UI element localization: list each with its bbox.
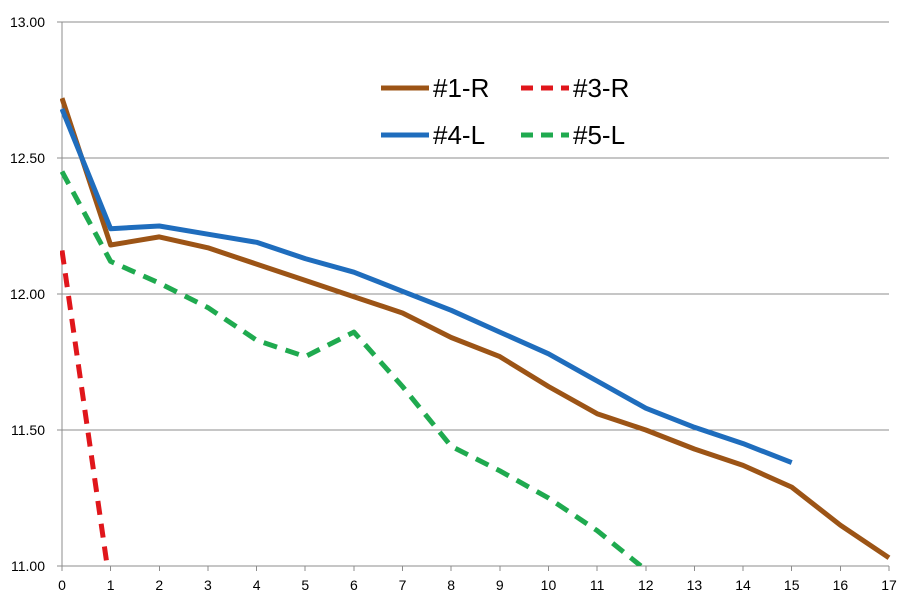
y-tick-label: 12.00 (10, 286, 45, 302)
x-tick-label: 13 (687, 577, 703, 593)
legend-label: #3-R (573, 73, 629, 103)
x-tick-label: 1 (107, 577, 115, 593)
y-tick-label: 13.00 (10, 14, 45, 30)
x-tick-label: 15 (784, 577, 800, 593)
y-tick-label: 11.00 (11, 558, 45, 574)
x-tick-label: 0 (58, 577, 66, 593)
x-tick-label: 4 (253, 577, 261, 593)
x-tick-label: 16 (833, 577, 849, 593)
x-tick-label: 9 (496, 577, 504, 593)
x-tick-label: 11 (590, 577, 605, 593)
x-tick-label: 14 (735, 577, 751, 593)
series-line-1-r (60, 97, 891, 560)
series-lines (60, 97, 891, 566)
legend-label: #1-R (433, 73, 489, 103)
y-tick-label: 12.50 (10, 150, 45, 166)
legend-label: #5-L (573, 120, 625, 150)
x-tick-label: 6 (350, 577, 358, 593)
x-tick-label: 2 (155, 577, 163, 593)
x-tick-label: 8 (447, 577, 455, 593)
legend: #1-R #3-R #4-L #5-L (381, 73, 629, 150)
x-tick-label: 12 (638, 577, 654, 593)
x-tick-label: 17 (881, 577, 897, 593)
y-tick-label: 11.50 (11, 422, 45, 438)
x-tick-label: 10 (541, 577, 557, 593)
x-tick-label: 5 (301, 577, 309, 593)
legend-label: #4-L (433, 120, 485, 150)
series-line-4-l (60, 108, 793, 465)
x-tick-label: 7 (399, 577, 407, 593)
x-tick-label: 3 (204, 577, 212, 593)
series-line-3-r (60, 250, 110, 566)
series-line-5-l (60, 170, 643, 566)
